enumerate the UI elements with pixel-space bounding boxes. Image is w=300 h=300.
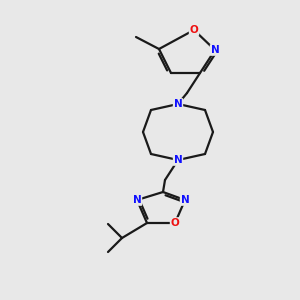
Text: N: N [211,45,219,55]
Text: N: N [181,195,189,205]
Text: N: N [174,99,182,109]
Text: N: N [133,195,141,205]
Text: O: O [190,25,198,35]
Text: N: N [174,155,182,165]
Text: O: O [171,218,179,228]
